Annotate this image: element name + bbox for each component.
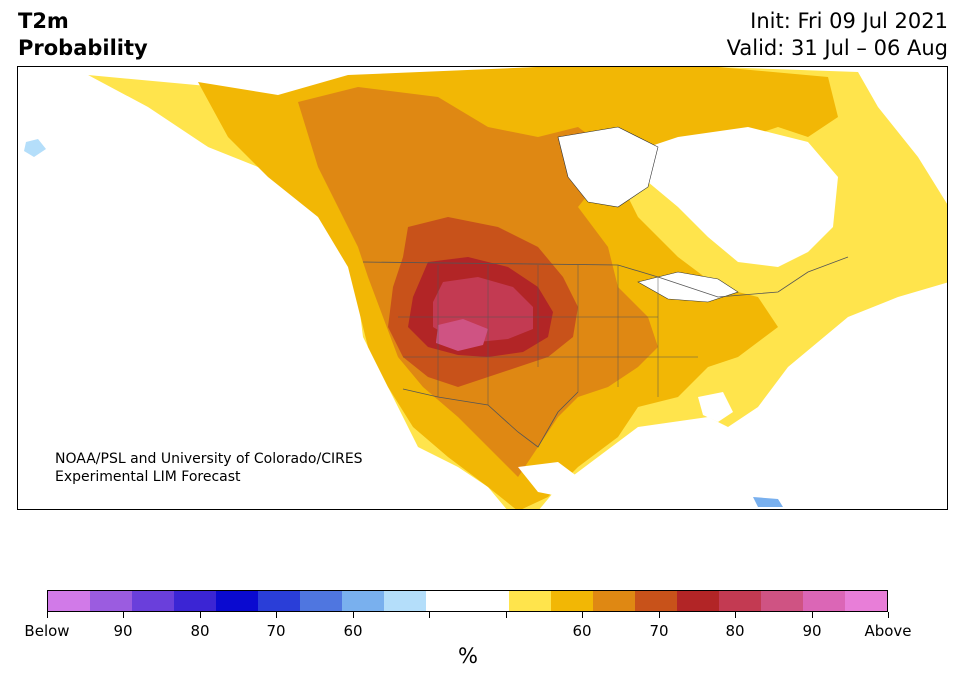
colorbar-tick-label: 60 [572,622,592,640]
colorbar-segment [719,591,762,611]
init-date: Init: Fri 09 Jul 2021 [750,9,948,33]
colorbar-tick-label: 90 [113,622,133,640]
colorbar-tick-label: 60 [343,622,363,640]
colorbar-tick [812,612,813,618]
colorbar-tick [123,612,124,618]
north-america-map [18,67,947,509]
colorbar-segment [131,591,174,611]
colorbar-segment [635,591,678,611]
variable-label: T2m [18,9,69,33]
colorbar [47,590,888,612]
colorbar-tick [47,612,48,618]
colorbar-segment [425,591,468,611]
colorbar-segment [299,591,342,611]
credit-text: NOAA/PSL and University of Colorado/CIRE… [55,450,363,486]
colorbar-segment [257,591,300,611]
credit-line-2: Experimental LIM Forecast [55,469,241,485]
below-60-caribbean-spot [753,497,783,507]
colorbar-tick [200,612,201,618]
colorbar-segment [173,591,216,611]
colorbar-tick [888,612,889,618]
colorbar-tick [735,612,736,618]
colorbar-tick-label: 70 [266,622,286,640]
credit-line-1: NOAA/PSL and University of Colorado/CIRE… [55,451,363,467]
colorbar-tick-label: Above [864,622,912,640]
colorbar-unit: % [458,644,478,668]
colorbar-ticks [0,612,959,620]
colorbar-segment [551,591,594,611]
colorbar-tick [506,612,507,618]
near-normal-quebec [618,127,838,267]
colorbar-tick [582,612,583,618]
above-85-region [436,319,488,351]
colorbar-segment [89,591,132,611]
valid-date: Valid: 31 Jul – 06 Aug [726,36,948,60]
colorbar-tick [659,612,660,618]
colorbar-segment [845,591,888,611]
colorbar-segment [48,591,90,611]
probability-map [17,66,948,510]
near-normal-mexico [518,462,578,497]
map-title: T2m Probability [18,8,148,62]
colorbar-tick-label: 80 [190,622,210,640]
colorbar-segment [803,591,846,611]
colorbar-tick [353,612,354,618]
colorbar-tick [429,612,430,618]
colorbar-segment [509,591,552,611]
colorbar-segment [341,591,384,611]
state-lines [398,265,698,405]
colorbar-tick-label: Below [24,622,70,640]
colorbar-segment [467,591,510,611]
near-normal-alaska [18,67,228,217]
hudson-bay [557,126,659,208]
colorbar-tick [276,612,277,618]
forecast-dates: Init: Fri 09 Jul 2021 Valid: 31 Jul – 06… [727,8,948,62]
near-normal-southeast [698,392,733,422]
colorbar-tick-label: 90 [802,622,822,640]
product-label: Probability [18,36,148,60]
colorbar-segment [761,591,804,611]
colorbar-segment [383,591,426,611]
colorbar-segment [677,591,720,611]
below-60-alaska-spot [24,139,46,157]
colorbar-tick-label: 80 [725,622,745,640]
colorbar-segment [215,591,258,611]
colorbar-tick-label: 70 [649,622,669,640]
colorbar-segment [593,591,636,611]
